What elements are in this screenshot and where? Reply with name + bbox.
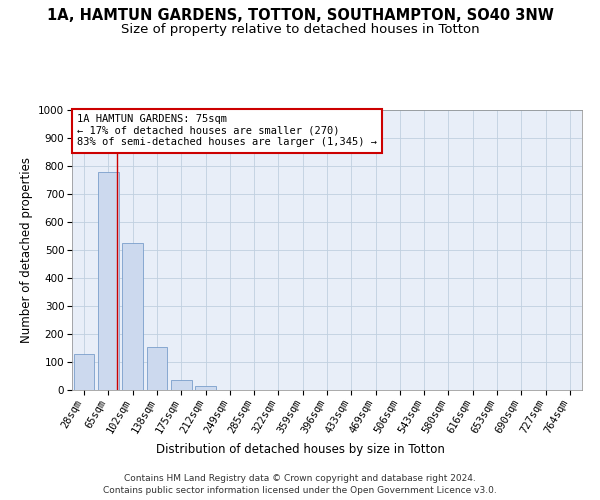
Text: Size of property relative to detached houses in Totton: Size of property relative to detached ho… (121, 22, 479, 36)
Bar (98, 172, 119, 390)
Y-axis label: Number of detached properties: Number of detached properties (20, 157, 32, 343)
Text: 1A HAMTUN GARDENS: 75sqm
← 17% of detached houses are smaller (270)
83% of semi-: 1A HAMTUN GARDENS: 75sqm ← 17% of detach… (77, 114, 377, 148)
Bar (195, 386, 216, 390)
Text: Contains HM Land Registry data © Crown copyright and database right 2024.
Contai: Contains HM Land Registry data © Crown c… (103, 474, 497, 495)
Text: Distribution of detached houses by size in Totton: Distribution of detached houses by size … (155, 442, 445, 456)
Text: 1A, HAMTUN GARDENS, TOTTON, SOUTHAMPTON, SO40 3NW: 1A, HAMTUN GARDENS, TOTTON, SOUTHAMPTON,… (47, 8, 553, 22)
Bar (122, 243, 143, 390)
Bar (171, 380, 191, 390)
Bar (146, 346, 167, 390)
Bar (74, 354, 94, 390)
